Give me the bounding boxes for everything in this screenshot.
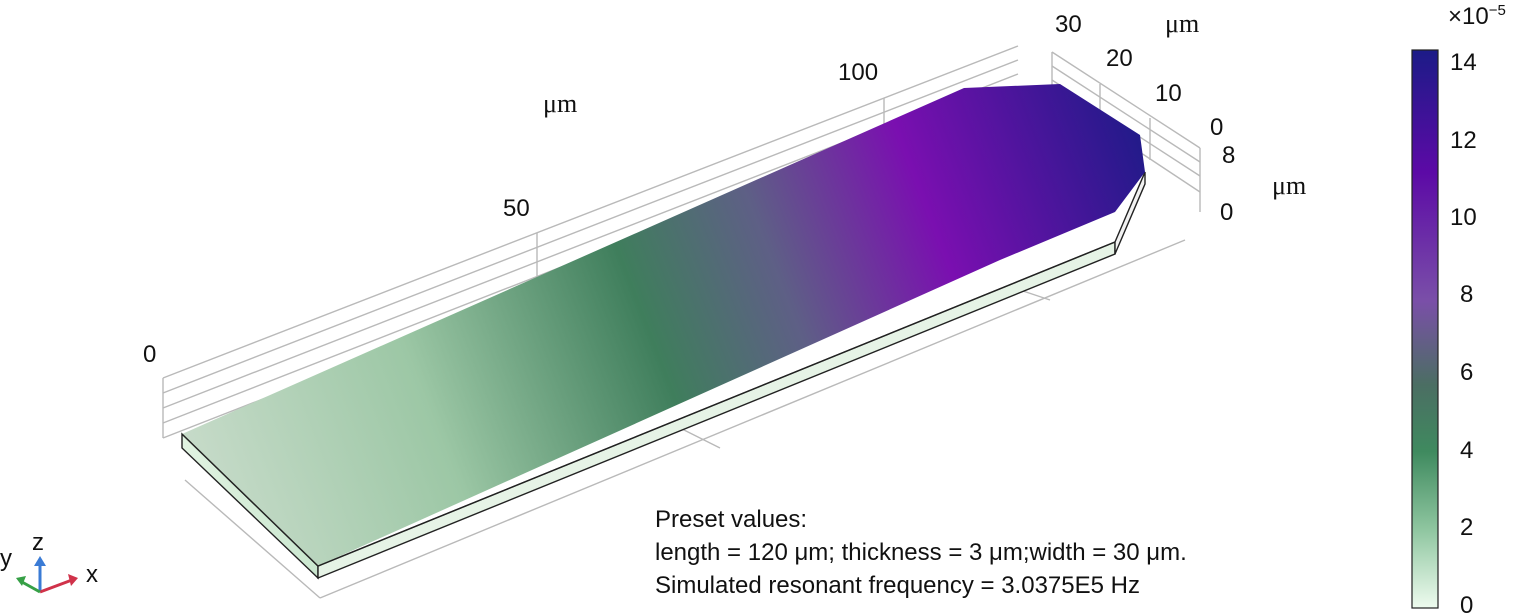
colorbar-tick: 4 <box>1460 437 1473 464</box>
colorbar-tick: 14 <box>1450 49 1477 76</box>
preset-title: Preset values: <box>655 506 808 533</box>
triad-z-label: z <box>32 529 44 556</box>
z-axis-unit: μm <box>1272 171 1306 200</box>
colorbar-gradient <box>1411 49 1439 609</box>
preset-frequency: Simulated resonant frequency = 3.0375E5 … <box>655 572 1140 599</box>
z-axis: 8 0 μm <box>1220 142 1306 226</box>
colorbar-exponent: −5 <box>1489 2 1506 19</box>
x-axis-unit: μm <box>543 89 577 118</box>
colorbar-tick: 10 <box>1450 204 1477 231</box>
y-tick: 20 <box>1106 45 1133 72</box>
triad-y-label: y <box>0 545 12 572</box>
colorbar: ×10−5 14 12 10 8 6 4 2 0 <box>1411 2 1506 615</box>
colorbar-tick: 6 <box>1460 359 1473 386</box>
x-tick: 100 <box>838 59 878 86</box>
beam-tip-face <box>1114 171 1146 255</box>
axis-triad: z y x <box>0 529 98 594</box>
floor-grid <box>184 239 1186 599</box>
colorbar-tick: 12 <box>1450 127 1477 154</box>
colorbar-tick: 2 <box>1460 514 1473 541</box>
triad-z-arrow-icon <box>34 556 46 566</box>
colorbar-tick: 0 <box>1460 592 1473 615</box>
y-tick: 30 <box>1055 11 1082 38</box>
triad-x-arrow-icon <box>68 574 78 586</box>
z-tick: 0 <box>1220 199 1233 226</box>
x-tick: 0 <box>143 341 156 368</box>
y-axis: 30 20 10 0 μm <box>1055 9 1223 141</box>
beam-top-surface <box>182 84 1145 566</box>
y-tick: 0 <box>1210 114 1223 141</box>
y-tick: 10 <box>1155 80 1182 107</box>
colorbar-multiplier: ×10−5 <box>1448 2 1506 30</box>
x-axis: 0 50 100 μm <box>143 59 878 368</box>
x-tick: 50 <box>503 195 530 222</box>
triad-x-label: x <box>86 561 98 588</box>
preset-annotation: Preset values: length = 120 μm; thicknes… <box>655 503 1187 602</box>
cantilever-beam <box>181 84 1146 580</box>
y-axis-unit: μm <box>1165 9 1199 38</box>
preset-dimensions: length = 120 μm; thickness = 3 μm;width … <box>655 539 1187 566</box>
triad-y-arrow-icon <box>16 576 26 586</box>
z-tick: 8 <box>1222 142 1235 169</box>
colorbar-tick: 8 <box>1460 281 1473 308</box>
